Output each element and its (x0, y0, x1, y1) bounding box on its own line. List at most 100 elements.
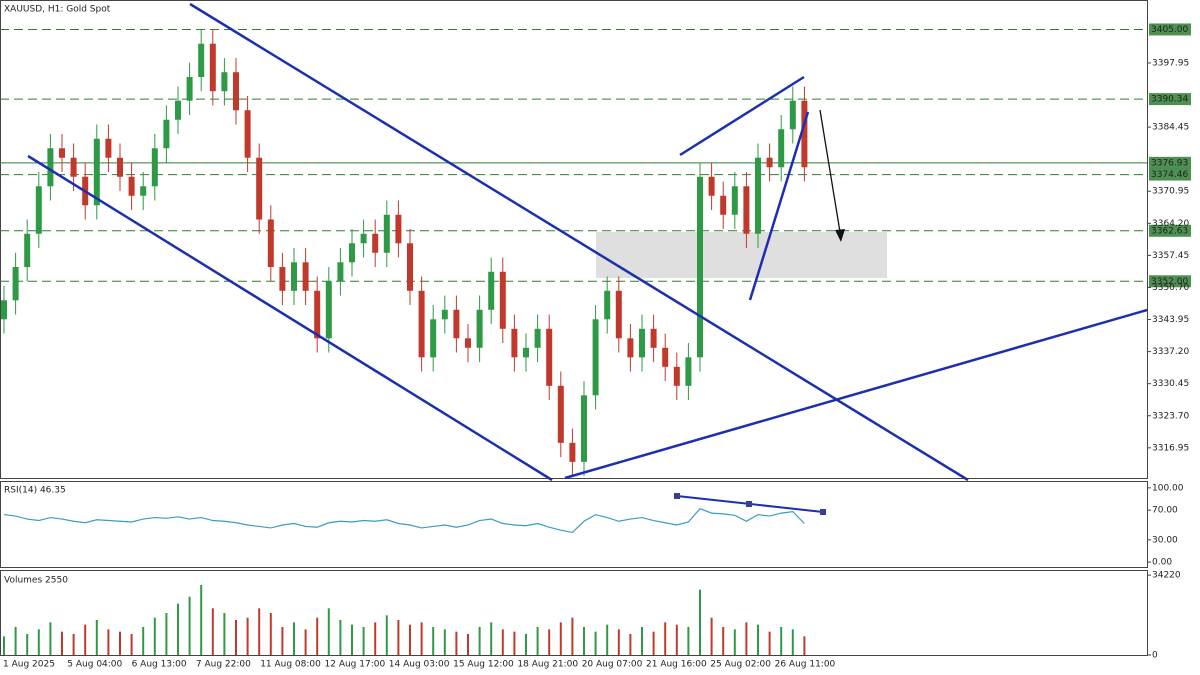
candle-body (546, 328, 553, 386)
candle-body (383, 214, 390, 253)
candle-body (604, 290, 611, 320)
candle-body (151, 148, 158, 187)
candle-body (279, 267, 286, 291)
candle-body (314, 290, 321, 339)
chart-title: XAUUSD, H1: Gold Spot (4, 5, 111, 15)
level-box (1149, 156, 1191, 169)
trendline (27, 154, 553, 482)
candle-body (673, 366, 680, 386)
y-tick-label: 3364.20 (1152, 219, 1189, 229)
candle-body (639, 328, 645, 358)
candle-body (743, 186, 750, 234)
handle (674, 493, 680, 499)
candle-body (499, 271, 506, 329)
level-box (1149, 275, 1191, 288)
candle-body (291, 262, 297, 291)
candle-body (511, 328, 518, 358)
rsi-panel (0, 481, 1148, 568)
candle-body (47, 148, 54, 187)
candle-body (441, 309, 448, 320)
candle-body (93, 138, 100, 206)
candle-body (685, 357, 692, 386)
candle-body (163, 119, 170, 149)
x-tick-label: 14 Aug 03:00 (389, 660, 450, 670)
x-tick-label: 26 Aug 11:00 (775, 660, 836, 670)
y-tick-label: 3384.45 (1152, 123, 1189, 133)
price-panel (0, 0, 1148, 479)
candles (1, 29, 808, 477)
trendline (189, 2, 969, 482)
level-label: 3405.00 (1151, 25, 1188, 35)
rsi-tick-label: 0.00 (1152, 558, 1172, 568)
x-tick-label: 11 Aug 08:00 (260, 660, 321, 670)
levels: 3405.00 3390.34 3376.93 3374.46 3362.63 3352.… (0, 23, 1191, 288)
volume-panel (0, 570, 1148, 656)
x-tick-label: 5 Aug 04:00 (67, 660, 122, 670)
rsi-tick-label: 100.00 (1152, 483, 1184, 493)
rsi-tick-label: 30.00 (1152, 535, 1178, 545)
candle-body (569, 442, 576, 462)
arrow-line (819, 109, 841, 233)
candle-body (1, 300, 7, 320)
candle-body (708, 176, 715, 196)
trendlines (27, 2, 1148, 482)
rsi-trend (674, 493, 826, 515)
y-tick-label: 3350.70 (1152, 283, 1189, 293)
x-tick-label: 12 Aug 17:00 (325, 660, 386, 670)
candle-body (453, 309, 460, 339)
candle-body (70, 157, 77, 177)
candle-body (801, 100, 808, 168)
y-tick-label: 3337.20 (1152, 347, 1189, 357)
candle-body (117, 157, 123, 177)
handle (820, 509, 826, 515)
candle-body (662, 347, 669, 367)
candle-body (581, 395, 587, 462)
level-label: 3352.00 (1151, 277, 1188, 287)
candle-body (650, 328, 657, 348)
x-tick-label: 21 Aug 16:00 (646, 660, 707, 670)
candle-body (360, 233, 367, 244)
candle-body (407, 243, 413, 291)
trendline (564, 308, 1148, 480)
x-tick-label: 7 Aug 22:00 (196, 660, 251, 670)
y-tick-label: 3323.70 (1152, 411, 1189, 421)
x-tick-label: 18 Aug 21:00 (517, 660, 578, 670)
level-box (1149, 168, 1191, 181)
y-tick-label: 3397.95 (1152, 58, 1189, 68)
candle-body (534, 328, 541, 348)
candle-body (24, 233, 31, 268)
level-label: 3362.63 (1151, 226, 1188, 236)
level-box (1149, 23, 1191, 36)
candle-body (349, 243, 355, 263)
x-tick-label: 20 Aug 07:00 (582, 660, 643, 670)
level-label: 3376.93 (1151, 158, 1188, 168)
candle-body (198, 43, 205, 77)
candle-body (209, 43, 216, 92)
candle-body (221, 72, 228, 92)
candle-body (175, 100, 181, 120)
level-label: 3374.46 (1151, 170, 1188, 180)
candle-body (418, 290, 425, 358)
candle-body (720, 195, 727, 215)
candle-body (488, 271, 495, 310)
y-tick-label: 3357.45 (1152, 251, 1189, 261)
trendline (679, 75, 805, 157)
arrow-head (835, 229, 845, 242)
volume-tick-label: 0 (1152, 651, 1158, 661)
handle (746, 501, 752, 507)
candle-body (233, 72, 239, 111)
rsi-line (3, 507, 805, 534)
candle-body (35, 186, 42, 234)
candle-body (557, 385, 564, 443)
candle-body (186, 76, 193, 101)
candle-body (697, 176, 703, 358)
candle-body (302, 262, 309, 291)
candle-body (244, 110, 251, 158)
candle-body (337, 262, 344, 282)
candle-body (430, 319, 437, 358)
candle-body (778, 129, 785, 168)
x-tick-label: 1 Aug 2025 (3, 660, 55, 670)
